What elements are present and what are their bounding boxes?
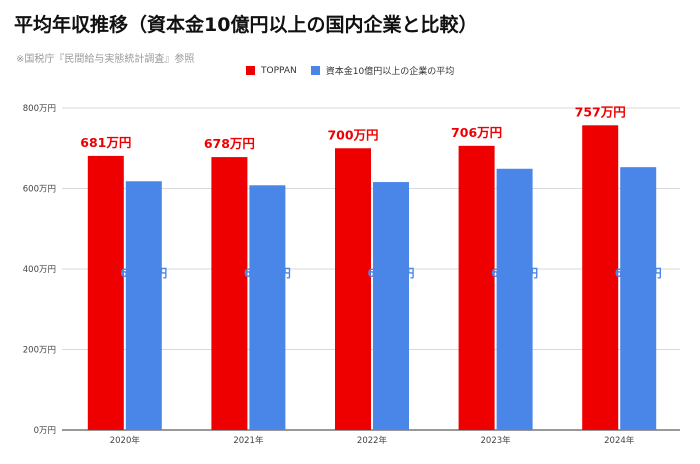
legend-item-average: 資本金10億円以上の企業の平均 <box>310 64 455 77</box>
data-label-average: 649万円 <box>491 266 538 280</box>
bar-average <box>620 167 657 431</box>
x-tick-label: 2024年 <box>604 435 635 446</box>
data-label-average: 653万円 <box>615 266 662 280</box>
legend-item-toppan: TOPPAN <box>246 66 297 76</box>
data-label-average: 608万円 <box>244 266 291 280</box>
bar-average <box>125 181 162 430</box>
data-label-toppan: 757万円 <box>575 104 626 119</box>
y-tick-label: 400万円 <box>23 265 56 275</box>
y-tick-label: 0万円 <box>34 426 56 436</box>
legend-label-average: 資本金10億円以上の企業の平均 <box>325 67 455 77</box>
x-tick-label: 2023年 <box>481 435 512 446</box>
chart-source-note: ※国税庁『民間給与実態統計調査』参照 <box>16 54 195 65</box>
bar-toppan <box>335 148 371 430</box>
legend-swatch-average <box>310 66 320 75</box>
data-label-toppan: 700万円 <box>327 127 378 142</box>
y-tick-label: 800万円 <box>23 104 56 114</box>
y-tick-label: 200万円 <box>23 346 56 356</box>
bar-toppan <box>582 125 619 431</box>
legend-swatch-toppan <box>246 66 255 75</box>
x-tick-label: 2021年 <box>233 435 264 446</box>
bar-average <box>373 182 409 430</box>
x-tick-label: 2022年 <box>357 435 388 446</box>
data-label-toppan: 681万円 <box>80 135 131 150</box>
bar-toppan <box>87 155 124 430</box>
bar-toppan <box>211 157 248 431</box>
bar-average <box>249 185 286 430</box>
data-label-toppan: 706万円 <box>451 125 502 140</box>
bar-average <box>496 168 533 430</box>
x-tick-label: 2020年 <box>110 435 141 446</box>
data-label-average: 618万円 <box>120 266 167 280</box>
bar-toppan <box>458 145 495 430</box>
chart-title: 平均年収推移（資本金10億円以上の国内企業と比較） <box>14 14 478 36</box>
data-label-toppan: 678万円 <box>204 136 255 151</box>
data-label-average: 616万円 <box>367 266 414 280</box>
chart-legend: TOPPAN 資本金10億円以上の企業の平均 <box>246 64 468 77</box>
y-tick-label: 600万円 <box>23 185 56 195</box>
legend-label-toppan: TOPPAN <box>261 65 297 76</box>
